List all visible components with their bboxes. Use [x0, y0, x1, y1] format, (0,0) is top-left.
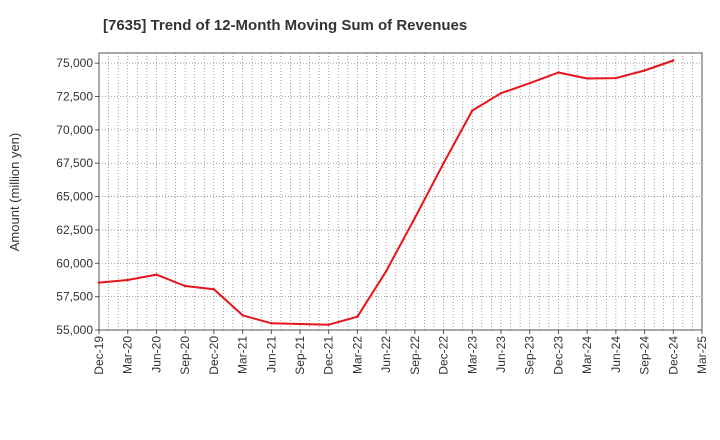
series-layer — [97, 59, 675, 326]
data-point — [557, 71, 560, 74]
x-tick-label: Dec-20 — [207, 336, 221, 375]
x-tick-label: Mar-21 — [236, 336, 250, 374]
data-point — [327, 323, 330, 326]
x-tick-label: Sep-23 — [523, 336, 537, 375]
x-tick-label: Sep-21 — [293, 336, 307, 375]
y-tick-label: 67,500 — [56, 156, 93, 170]
data-point — [356, 315, 359, 318]
y-tick-label: 70,000 — [56, 123, 93, 137]
data-point — [528, 81, 531, 85]
y-axis-ticks: 55,000 57,500 60,000 62,500 65,000 67,500 70,0… — [56, 56, 99, 337]
x-tick-label: Dec-23 — [551, 336, 565, 375]
x-tick-label: Mar-23 — [465, 336, 479, 374]
x-tick-label: Jun-24 — [609, 336, 623, 373]
x-tick-label: Dec-21 — [322, 336, 336, 375]
x-tick-label: Sep-20 — [178, 336, 192, 375]
chart-title: [7635] Trend of 12-Month Moving Sum of R… — [103, 17, 467, 34]
data-point — [442, 162, 445, 165]
data-point — [643, 69, 646, 72]
y-tick-label: 72,500 — [56, 89, 93, 103]
data-point — [471, 109, 474, 112]
y-tick-label: 55,000 — [56, 323, 93, 337]
data-point — [384, 270, 388, 273]
data-point — [413, 216, 417, 220]
data-point — [241, 314, 244, 317]
data-point — [672, 59, 675, 62]
data-point — [614, 76, 618, 80]
x-tick-label: Mar-24 — [580, 336, 594, 374]
data-point — [499, 91, 503, 95]
x-tick-label: Sep-24 — [638, 336, 652, 375]
x-tick-label: Jun-22 — [379, 336, 393, 373]
x-tick-label: Sep-22 — [408, 336, 422, 375]
y-tick-label: 60,000 — [56, 256, 93, 270]
x-tick-label: Dec-24 — [666, 336, 680, 375]
x-tick-label: Jun-21 — [264, 336, 278, 373]
x-tick-label: Mar-20 — [121, 336, 135, 374]
data-point — [155, 273, 158, 276]
data-point — [126, 278, 129, 282]
grid-lines — [99, 53, 702, 331]
x-tick-label: Mar-25 — [695, 336, 709, 374]
data-point — [585, 77, 589, 80]
x-tick-label: Jun-23 — [494, 336, 508, 373]
data-point — [298, 322, 302, 326]
x-axis-ticks: Dec-19 Mar-20 Jun-20 Sep-20 Dec-20 Mar-21 Jun-… — [92, 330, 709, 375]
x-tick-label: Jun-20 — [149, 336, 163, 373]
y-tick-label: 57,500 — [56, 290, 93, 304]
data-point — [97, 281, 101, 284]
y-axis-label: Amount (million yen) — [7, 133, 22, 252]
x-tick-label: Dec-19 — [92, 336, 106, 375]
plot-area — [98, 52, 703, 331]
x-tick-label: Mar-22 — [350, 336, 364, 374]
data-point — [183, 284, 187, 288]
y-tick-label: 62,500 — [56, 223, 93, 237]
x-tick-label: Dec-22 — [437, 336, 451, 375]
y-tick-label: 75,000 — [56, 56, 93, 70]
data-point — [212, 288, 216, 291]
y-tick-label: 65,000 — [56, 190, 93, 204]
data-point — [270, 322, 273, 325]
